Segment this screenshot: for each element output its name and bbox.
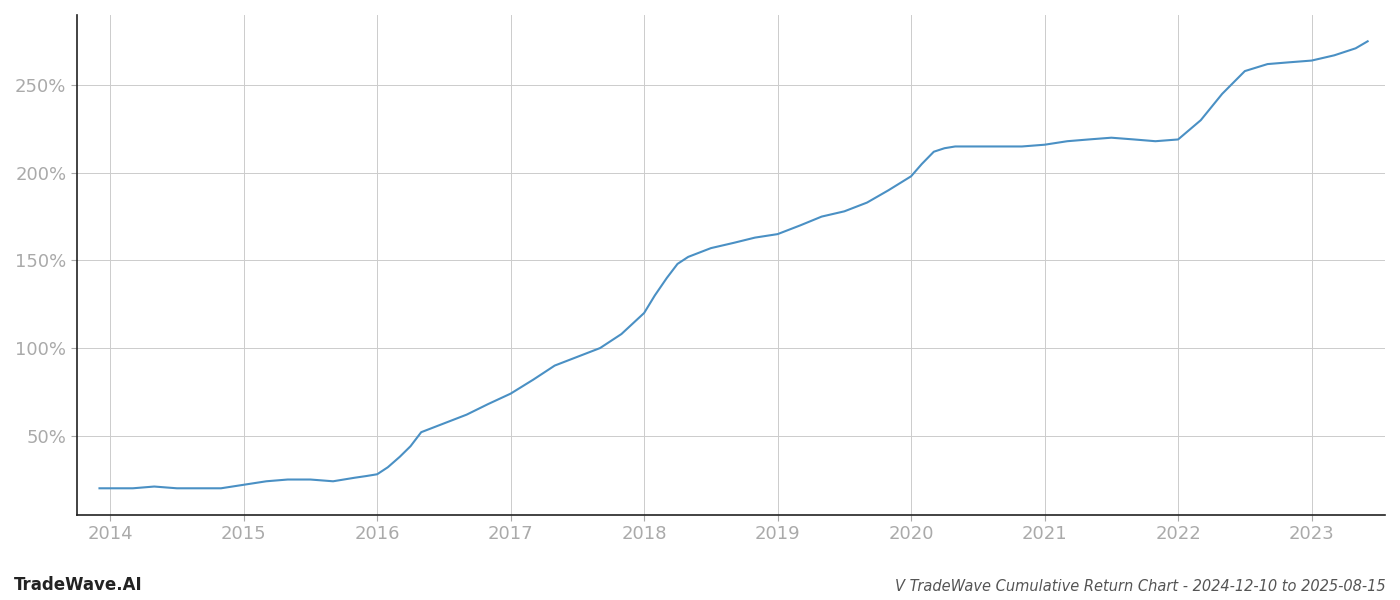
Text: V TradeWave Cumulative Return Chart - 2024-12-10 to 2025-08-15: V TradeWave Cumulative Return Chart - 20… — [896, 579, 1386, 594]
Text: TradeWave.AI: TradeWave.AI — [14, 576, 143, 594]
